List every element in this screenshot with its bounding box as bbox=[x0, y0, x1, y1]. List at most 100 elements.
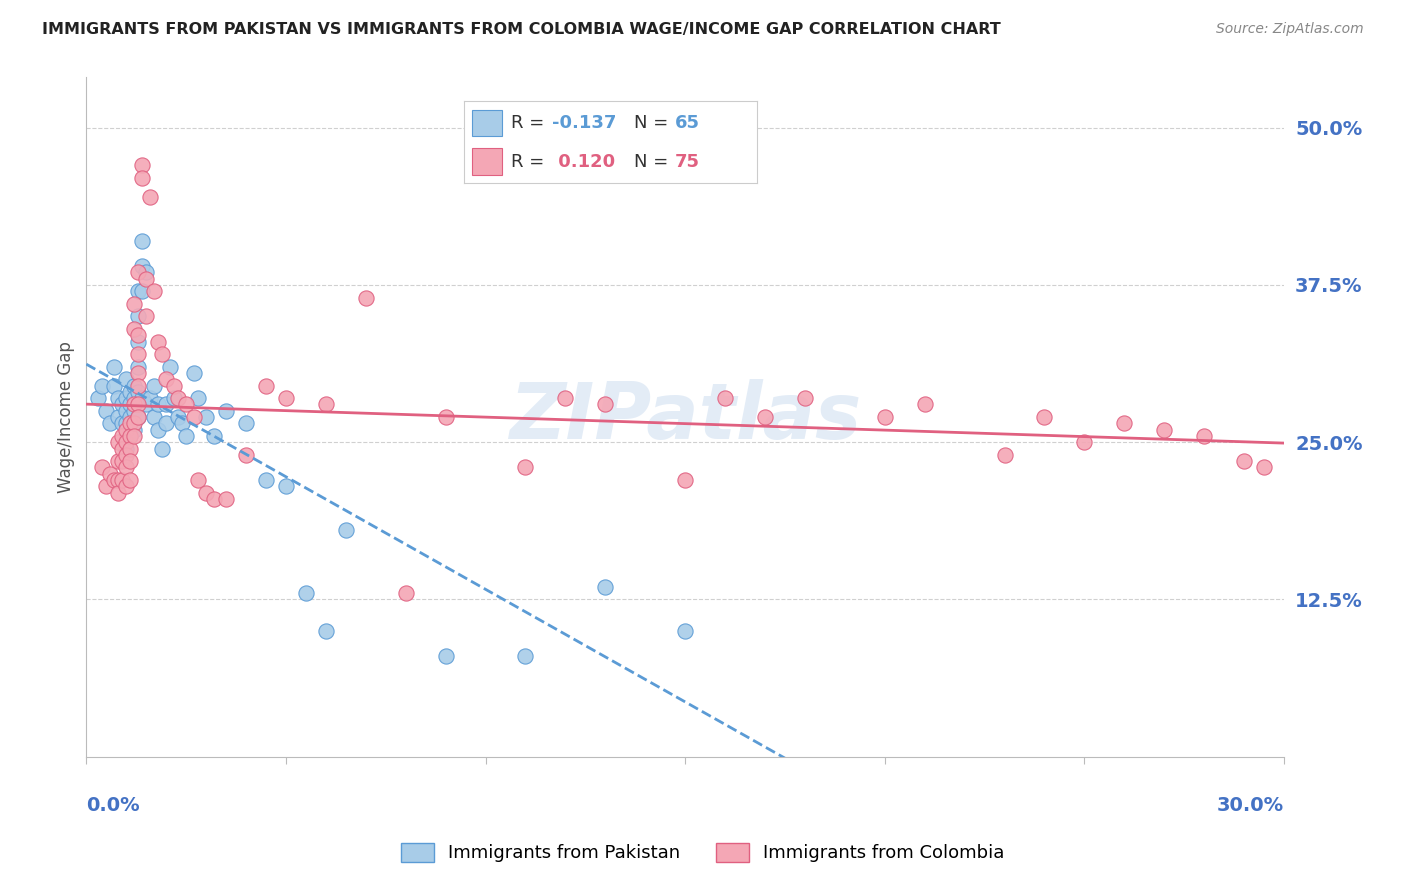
Point bbox=[115, 417, 138, 431]
Point bbox=[131, 171, 153, 186]
Point bbox=[103, 473, 125, 487]
Point bbox=[1233, 454, 1256, 468]
Point bbox=[1114, 417, 1136, 431]
Point bbox=[993, 448, 1015, 462]
Point bbox=[195, 410, 218, 425]
Point bbox=[107, 391, 129, 405]
Point bbox=[274, 479, 297, 493]
Point bbox=[120, 417, 142, 431]
Point bbox=[87, 391, 110, 405]
Point bbox=[174, 397, 197, 411]
Point bbox=[107, 485, 129, 500]
Point bbox=[115, 404, 138, 418]
Text: 30.0%: 30.0% bbox=[1218, 796, 1284, 814]
Point bbox=[91, 378, 114, 392]
Point bbox=[914, 397, 936, 411]
Point bbox=[139, 391, 162, 405]
Point bbox=[202, 491, 225, 506]
Point bbox=[122, 378, 145, 392]
Point bbox=[673, 624, 696, 638]
Point bbox=[335, 523, 357, 537]
Point bbox=[143, 285, 166, 299]
Point bbox=[115, 435, 138, 450]
Point bbox=[515, 648, 537, 663]
Point bbox=[135, 310, 157, 324]
Point bbox=[434, 410, 457, 425]
Point bbox=[111, 473, 134, 487]
Point bbox=[120, 473, 142, 487]
Point bbox=[103, 359, 125, 374]
Point bbox=[111, 417, 134, 431]
Point bbox=[143, 378, 166, 392]
Point bbox=[107, 435, 129, 450]
Point bbox=[131, 159, 153, 173]
Point bbox=[127, 397, 149, 411]
Point bbox=[107, 473, 129, 487]
Point bbox=[155, 372, 177, 386]
Point bbox=[254, 473, 277, 487]
Point bbox=[131, 234, 153, 248]
Point bbox=[163, 378, 186, 392]
Point bbox=[115, 460, 138, 475]
Point bbox=[187, 473, 209, 487]
Point bbox=[120, 410, 142, 425]
Point bbox=[120, 397, 142, 411]
Point bbox=[195, 485, 218, 500]
Point bbox=[595, 397, 617, 411]
Point bbox=[183, 410, 205, 425]
Point bbox=[111, 454, 134, 468]
Point bbox=[754, 410, 776, 425]
Point bbox=[1033, 410, 1056, 425]
Text: IMMIGRANTS FROM PAKISTAN VS IMMIGRANTS FROM COLOMBIA WAGE/INCOME GAP CORRELATION: IMMIGRANTS FROM PAKISTAN VS IMMIGRANTS F… bbox=[42, 22, 1001, 37]
Point bbox=[103, 378, 125, 392]
Point bbox=[315, 624, 337, 638]
Point bbox=[554, 391, 576, 405]
Point bbox=[127, 410, 149, 425]
Point bbox=[127, 378, 149, 392]
Point bbox=[146, 423, 169, 437]
Point bbox=[354, 291, 377, 305]
Point bbox=[215, 404, 238, 418]
Point bbox=[673, 473, 696, 487]
Point bbox=[155, 417, 177, 431]
Point bbox=[127, 384, 149, 399]
Point bbox=[127, 328, 149, 343]
Point bbox=[120, 423, 142, 437]
Point bbox=[434, 648, 457, 663]
Point bbox=[159, 359, 181, 374]
Point bbox=[120, 442, 142, 456]
Point bbox=[595, 580, 617, 594]
Point bbox=[115, 429, 138, 443]
Text: Source: ZipAtlas.com: Source: ZipAtlas.com bbox=[1216, 22, 1364, 37]
Point bbox=[107, 410, 129, 425]
Y-axis label: Wage/Income Gap: Wage/Income Gap bbox=[58, 341, 75, 493]
Point bbox=[135, 397, 157, 411]
Legend: Immigrants from Pakistan, Immigrants from Colombia: Immigrants from Pakistan, Immigrants fro… bbox=[394, 836, 1012, 870]
Text: 0.0%: 0.0% bbox=[86, 796, 141, 814]
Point bbox=[98, 417, 121, 431]
Point bbox=[174, 429, 197, 443]
Point bbox=[120, 429, 142, 443]
Text: ZIPatlas: ZIPatlas bbox=[509, 379, 862, 455]
Point bbox=[127, 310, 149, 324]
Point bbox=[122, 404, 145, 418]
Point bbox=[115, 479, 138, 493]
Point bbox=[163, 391, 186, 405]
Point bbox=[127, 334, 149, 349]
Point bbox=[120, 454, 142, 468]
Point bbox=[793, 391, 815, 405]
Point bbox=[150, 442, 173, 456]
Point bbox=[235, 417, 257, 431]
Point bbox=[215, 491, 238, 506]
Point bbox=[135, 271, 157, 285]
Point bbox=[135, 265, 157, 279]
Point bbox=[122, 397, 145, 411]
Point bbox=[183, 366, 205, 380]
Point bbox=[131, 285, 153, 299]
Point bbox=[91, 460, 114, 475]
Point bbox=[1153, 423, 1175, 437]
Point bbox=[115, 423, 138, 437]
Point bbox=[714, 391, 737, 405]
Point bbox=[155, 397, 177, 411]
Point bbox=[127, 285, 149, 299]
